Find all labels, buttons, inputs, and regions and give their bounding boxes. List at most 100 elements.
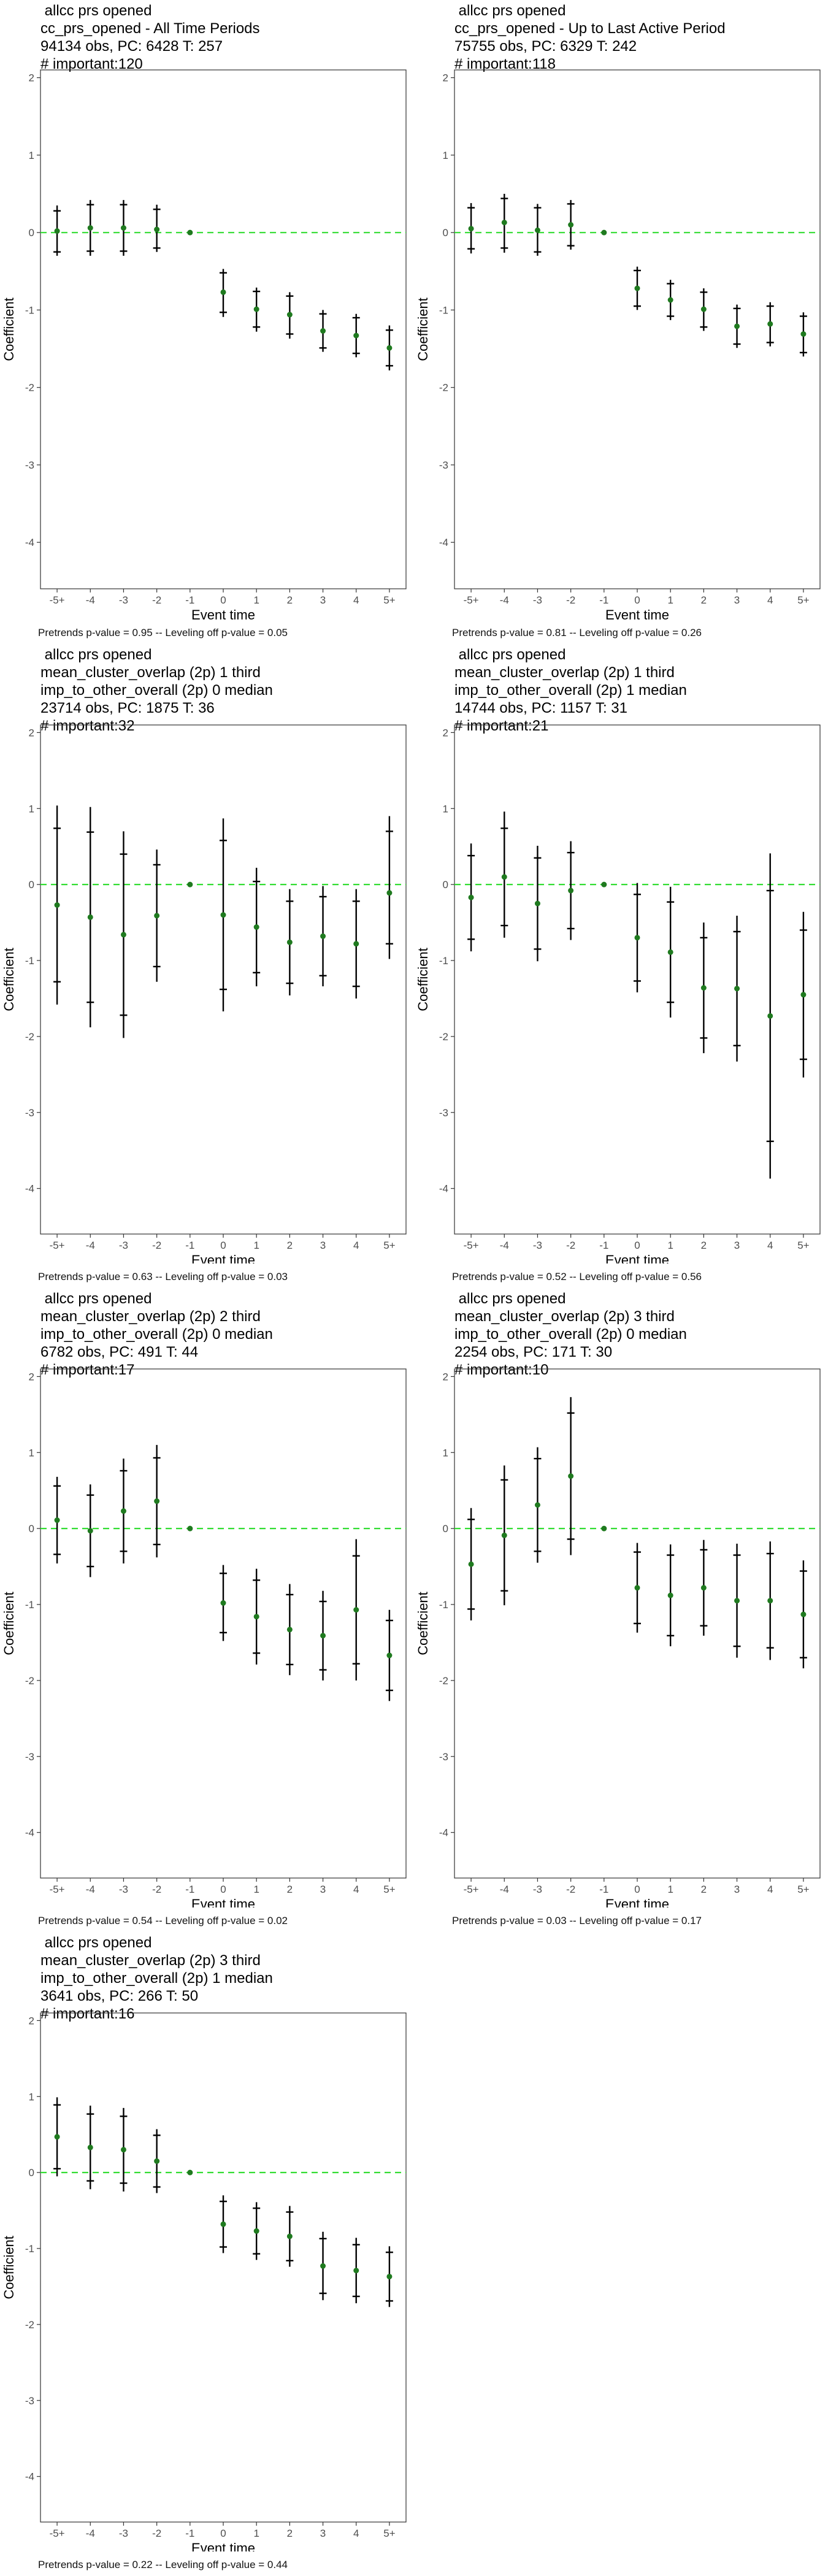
x-tick-label: -3 [533,594,542,606]
x-axis-label: Event time [191,607,255,619]
x-tick-label: -2 [152,1884,161,1895]
x-tick-label: 5+ [797,594,809,606]
x-tick-label: -4 [500,594,509,606]
y-tick-label: 1 [29,1447,34,1459]
chart-title-line: mean_cluster_overlap (2p) 1 third [454,664,675,681]
chart-title-line: allcc prs opened [40,646,152,663]
x-tick-label: -3 [533,1884,542,1895]
chart-title: allcc prs opened mean_cluster_overlap (2p… [40,1934,408,2023]
y-tick-label: -1 [439,304,448,316]
chart-title: allcc prs opened cc_prs_opened - Up to La… [454,2,822,73]
coefficient-point [253,1614,259,1620]
coefficient-point [667,297,673,303]
chart-title-line: 6782 obs, PC: 491 T: 44 [40,1344,199,1360]
x-tick-label: 0 [634,1884,640,1895]
y-tick-label: 2 [443,72,448,84]
chart-title-line: imp_to_other_overall (2p) 0 median [40,682,273,699]
x-tick-label: 0 [220,594,226,606]
coefficient-point [767,1013,773,1019]
chart-footnote: Pretrends p-value = 0.52 -- Leveling off… [452,1271,702,1282]
coefficient-point [154,2158,160,2164]
coefficient-point [286,312,293,318]
chart-panel: allcc prs opened mean_cluster_overlap (2p… [0,1288,414,1932]
chart-title: allcc prs opened cc_prs_opened - All Time… [40,2,408,73]
y-tick-label: 1 [443,1447,448,1459]
coefficient-point [800,1611,807,1617]
coefficient-point [54,2134,60,2140]
x-tick-label: 5+ [383,2528,395,2539]
x-tick-label: 0 [220,1240,226,1251]
coefficient-point [220,289,226,295]
coefficient-point [353,1607,359,1613]
x-tick-label: 3 [734,594,740,606]
chart-panel: allcc prs opened cc_prs_opened - Up to La… [414,0,828,644]
y-axis-label: Coefficient [415,948,431,1011]
x-tick-label: 0 [220,2528,226,2539]
coefficient-point [320,2263,326,2269]
chart-title-line: # important:10 [454,1362,549,1378]
x-tick-label: 4 [353,2528,359,2539]
chart-title-line: cc_prs_opened - Up to Last Active Period [454,20,726,37]
x-tick-label: 3 [734,1240,740,1251]
x-tick-label: 4 [353,1240,359,1251]
coefficient-point [386,345,393,351]
coefficient-point [154,913,160,919]
coefficient-point [286,2233,293,2239]
coefficient-point [54,228,60,234]
y-axis-label: Coefficient [1,2236,17,2299]
x-axis-label: Event time [191,2540,255,2551]
chart-title-line: # important:32 [40,718,135,734]
coefficient-point [286,1627,293,1633]
chart-title: allcc prs opened mean_cluster_overlap (2p… [454,1290,822,1379]
coefficient-point [501,1532,507,1538]
y-tick-label: 0 [29,227,34,239]
x-tick-label: 1 [667,1240,673,1251]
y-tick-label: -2 [25,1675,34,1687]
y-tick-label: 2 [29,1371,34,1382]
coefficient-point [120,2147,126,2153]
x-tick-label: -4 [86,2528,95,2539]
x-tick-label: -5+ [50,2528,65,2539]
coefficient-point [253,306,259,312]
y-tick-label: -2 [25,382,34,394]
coefficient-point [601,881,607,887]
coefficient-point [87,1528,93,1534]
y-tick-label: -2 [439,382,448,394]
coefficient-point [534,1502,540,1508]
plot-frame [40,2012,407,2523]
chart-footnote: Pretrends p-value = 0.95 -- Leveling off… [38,627,288,638]
y-tick-label: -3 [25,459,34,471]
y-tick-label: -1 [25,304,34,316]
chart-footnote: Pretrends p-value = 0.81 -- Leveling off… [452,627,702,638]
chart-title-line: 75755 obs, PC: 6329 T: 242 [454,38,637,55]
coefficient-point [320,1633,326,1639]
chart-footnote: Pretrends p-value = 0.22 -- Leveling off… [38,2559,288,2570]
chart-title-line: allcc prs opened [40,1290,152,1307]
chart-title-line: 3641 obs, PC: 266 T: 50 [40,1988,199,2004]
y-tick-label: -3 [439,1107,448,1119]
plot-frame [40,69,407,589]
x-tick-label: -2 [566,1240,575,1251]
coefficient-point [601,1525,607,1531]
y-axis-label: Coefficient [1,948,17,1011]
x-axis-label: Event time [191,1896,255,1907]
x-tick-label: -1 [185,2528,194,2539]
chart-title-line: mean_cluster_overlap (2p) 3 third [454,1308,675,1325]
chart-title-line: allcc prs opened [40,1934,152,1951]
y-tick-label: -4 [439,1827,448,1839]
chart-svg: 2 1 0 -1 -2 -3 -4 -5+ -4 -3 -2 -1 0 1 2 3 4 5+ Event time C… [1,724,407,1263]
x-tick-label: 0 [220,1884,226,1895]
x-tick-label: 5+ [383,1240,395,1251]
chart-svg: 2 1 0 -1 -2 -3 -4 -5+ -4 -3 -2 -1 0 1 2 3 4 5+ Event time C… [415,1368,821,1907]
chart-title-line: 2254 obs, PC: 171 T: 30 [454,1344,613,1360]
y-tick-label: -3 [25,1107,34,1119]
coefficient-point [386,890,393,896]
x-tick-label: 4 [767,1240,773,1251]
coefficient-point [386,2274,393,2280]
coefficient-point [253,2228,259,2234]
coefficient-point [120,225,126,231]
x-tick-label: -5+ [464,1884,479,1895]
chart-title-line: allcc prs opened [40,2,152,19]
y-tick-label: -2 [25,2319,34,2331]
chart-svg: 2 1 0 -1 -2 -3 -4 -5+ -4 -3 -2 -1 0 1 2 3 4 5+ Event time C… [415,724,821,1263]
